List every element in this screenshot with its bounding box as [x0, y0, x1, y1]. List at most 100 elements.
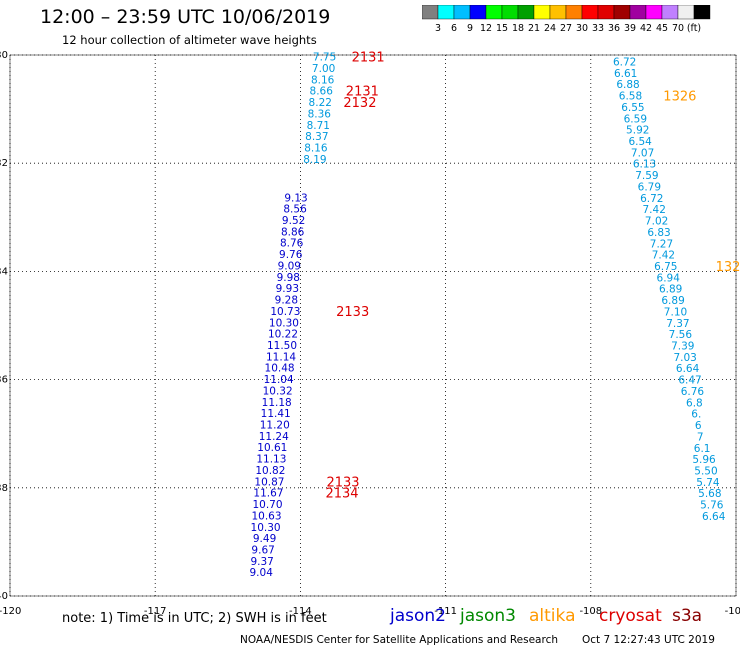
- x-tick-label: -111: [434, 606, 457, 617]
- wave-height-value: 7.42: [652, 250, 675, 262]
- wave-height-value: 6.88: [616, 79, 639, 91]
- wave-height-value: 6.47: [678, 375, 701, 387]
- colorbar-label: 45: [656, 23, 668, 34]
- wave-height-value: 11.41: [261, 408, 291, 420]
- wave-height-value: 11.13: [256, 454, 286, 466]
- colorbar-label: 33: [592, 23, 604, 34]
- x-tick-label: -120: [0, 606, 21, 617]
- wave-height-value: 11.24: [259, 431, 289, 443]
- wave-height-value: 10.32: [263, 385, 293, 397]
- wave-height-value: 6.55: [621, 102, 644, 114]
- wave-height-value: 10.63: [251, 510, 281, 522]
- legend-s3a: s3a: [672, 606, 703, 626]
- wave-height-value: 8.16: [304, 143, 328, 155]
- wave-height-value: 6.64: [702, 511, 726, 523]
- wave-height-value: 7.02: [645, 216, 668, 228]
- wave-height-value: 6.: [691, 409, 701, 421]
- pass-number-label: 2133: [326, 475, 359, 490]
- wave-height-value: 6.72: [613, 56, 636, 68]
- footer-note: note: 1) Time is in UTC; 2) SWH is in fe…: [62, 611, 327, 626]
- wave-height-value: 7.42: [643, 204, 666, 216]
- wave-height-value: 9.49: [253, 533, 276, 545]
- wave-height-value: 6.72: [640, 193, 663, 205]
- pass-number-label: 1325: [716, 260, 740, 275]
- colorbar-label: 21: [528, 23, 540, 34]
- wave-height-value: 6.94: [657, 272, 681, 284]
- wave-height-value: 10.48: [265, 363, 295, 375]
- wave-height-value: 6.61: [614, 68, 637, 80]
- pass-number-label: 2131: [346, 85, 379, 100]
- pass-number-label: 2133: [336, 305, 369, 320]
- wave-height-value: 11.20: [260, 420, 290, 432]
- wave-height-value: 7.03: [673, 352, 696, 364]
- legend-jason3: jason3: [460, 606, 516, 626]
- legend-cryosat: cryosat: [599, 606, 662, 626]
- pass-number-label: 1326: [663, 90, 696, 105]
- colorbar-label: 70: [672, 23, 684, 34]
- wave-height-value: 7.27: [650, 238, 673, 250]
- wave-height-value: 11.50: [267, 340, 297, 352]
- x-tick-label: -105: [725, 606, 740, 617]
- wave-height-value: 7.39: [671, 341, 694, 353]
- wave-height-value: 8.22: [309, 97, 332, 109]
- legend-jason2: jason2: [390, 606, 446, 626]
- color-scale-legend: 3 6 9 12 15 18 21 24 27 30 33 36 39 42 45 70 (ft): [422, 5, 711, 34]
- wave-height-value: 8.36: [308, 108, 332, 120]
- generation-timestamp: Oct 7 12:27:43 UTC 2019: [582, 634, 715, 646]
- wave-height-value: 8.76: [280, 238, 304, 250]
- wave-height-value: 10.30: [269, 317, 299, 329]
- colorbar-label: 3: [435, 23, 441, 34]
- wave-height-value: 6.59: [624, 113, 647, 125]
- pass-number-label: 2134: [325, 487, 358, 502]
- wave-height-value: 7.37: [666, 318, 689, 330]
- wave-height-value: 5.92: [626, 125, 649, 137]
- y-tick-label: -40: [0, 591, 8, 602]
- colorbar-swatch: [693, 5, 711, 20]
- legend-altika: altika: [529, 606, 576, 626]
- wave-height-value: 6.8: [686, 397, 703, 409]
- wave-height-value: 9.98: [277, 272, 300, 284]
- wave-height-value: 7.75: [313, 52, 336, 64]
- plot-frame: [9, 54, 737, 597]
- wave-height-value: 6.83: [647, 227, 670, 239]
- x-tick-label: -114: [289, 606, 312, 617]
- wave-height-value: 7.56: [669, 329, 693, 341]
- wave-height-value: 11.18: [262, 397, 292, 409]
- colorbar-label: 12: [480, 23, 492, 34]
- wave-height-value: 9.28: [275, 295, 298, 307]
- wave-height-value: 8.19: [303, 154, 326, 166]
- wave-height-value: 9.09: [278, 260, 301, 272]
- colorbar-label: 42: [640, 23, 652, 34]
- credit-line: NOAA/NESDIS Center for Satellite Applica…: [240, 634, 558, 646]
- wave-height-value: 9.37: [250, 556, 273, 568]
- wave-height-value: 6.58: [619, 91, 642, 103]
- colorbar-label: 6: [451, 23, 457, 34]
- wave-height-value: 7.07: [631, 147, 654, 159]
- colorbar-label: 15: [496, 23, 508, 34]
- wave-height-value: 9.52: [282, 215, 305, 227]
- wave-height-value: 10.73: [270, 306, 300, 318]
- wave-height-value: 10.61: [257, 442, 287, 454]
- wave-height-value: 8.71: [307, 120, 330, 132]
- wave-height-value: 6.89: [661, 295, 684, 307]
- y-tick-label: -34: [0, 266, 8, 277]
- wave-height-value: 10.87: [254, 476, 284, 488]
- wave-height-value: 6.64: [676, 363, 700, 375]
- x-tick-label: -117: [144, 606, 167, 617]
- wave-height-value: 7.00: [312, 63, 335, 75]
- wave-height-value: 6.89: [659, 284, 682, 296]
- wave-height-value: 8.56: [283, 204, 307, 216]
- colorbar-label: 36: [608, 23, 620, 34]
- wave-height-value: 5.50: [694, 465, 717, 477]
- y-tick-label: -36: [0, 375, 8, 386]
- wave-height-value: 11.04: [264, 374, 294, 386]
- chart-subtitle: 12 hour collection of altimeter wave hei…: [62, 33, 317, 47]
- wave-height-value: 7.59: [635, 170, 658, 182]
- wave-height-value: 8.37: [305, 131, 328, 143]
- wave-height-value: 11.67: [253, 488, 283, 500]
- colorbar-label: (ft): [687, 23, 701, 34]
- colorbar-label: 18: [512, 23, 524, 34]
- wave-height-value: 7: [697, 431, 704, 443]
- wave-height-value: 6.76: [681, 386, 705, 398]
